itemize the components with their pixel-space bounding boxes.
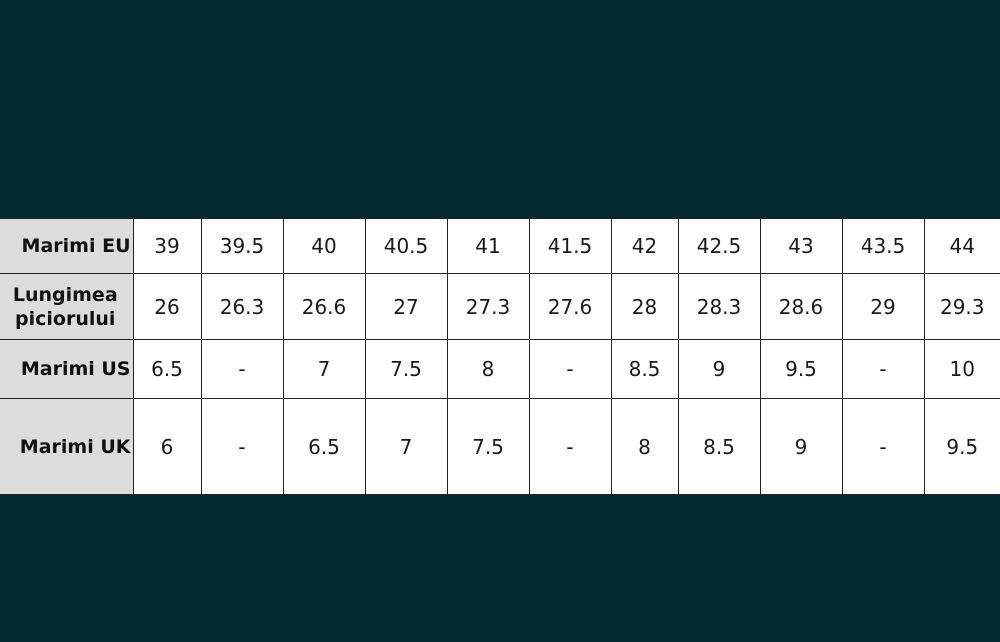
table-cell: 42 [610,218,679,274]
table-cell: 40 [282,218,366,274]
table-cell: 28.3 [677,273,761,340]
table-cell: 8.5 [677,398,761,495]
table-cell: 6.5 [282,398,366,495]
table-cell: 26.3 [200,273,284,340]
table-cell: 27.6 [528,273,612,340]
table-cell: 9 [677,339,761,399]
table-cell: 41 [446,218,530,274]
table-cell: 8.5 [610,339,679,399]
table-cell: 28 [610,273,679,340]
table-cell: 39.5 [200,218,284,274]
table-cell: 27.3 [446,273,530,340]
table-cell: 44 [923,218,1000,274]
table-cell: 27 [364,273,448,340]
table-row: Marimi UK 6-6.5 7 7.5-8 8.5 9-9.5 [0,398,1000,495]
table-row: Lungimea piciorului 26 26.3 26.6 27 27.3 27.6 2… [0,273,1000,340]
row-header: Lungimea piciorului [0,273,134,340]
table-cell: 41.5 [528,218,612,274]
table-cell: 7.5 [446,398,530,495]
table-cell: - [528,339,612,399]
table-cell: - [841,398,925,495]
table-cell: 7 [282,339,366,399]
table-cell: - [528,398,612,495]
row-header: Marimi UK [0,398,134,495]
table-cell: 7 [364,398,448,495]
table-cell: - [200,398,284,495]
table-cell: 9.5 [759,339,843,399]
table-row: Marimi EU 39 39.5 40 40.5 41 41.5 42 42.5 43 43.5 4… [0,218,1000,274]
table-cell: 8 [610,398,679,495]
table-cell: 26 [132,273,202,340]
table-cell: 6 [132,398,202,495]
table-cell: 10 [923,339,1000,399]
table-cell: - [841,339,925,399]
row-header: Marimi EU [0,218,134,274]
row-header: Marimi US [0,339,134,399]
table-cell: - [200,339,284,399]
table-cell: 43 [759,218,843,274]
table-cell: 8 [446,339,530,399]
table-cell: 42.5 [677,218,761,274]
table-cell: 9 [759,398,843,495]
table-cell: 6.5 [132,339,202,399]
table-cell: 26.6 [282,273,366,340]
table-cell: 29.3 [923,273,1000,340]
table-cell: 40.5 [364,218,448,274]
table-cell: 28.6 [759,273,843,340]
table-cell: 7.5 [364,339,448,399]
table-cell: 39 [132,218,202,274]
size-chart-table: Marimi EU 39 39.5 40 40.5 41 41.5 42 42.5 43 43.5 4… [0,218,1000,495]
table-row: Marimi US 6.5-7 7.5 8-8.5 9 9.5-10 [0,339,1000,399]
table-cell: 43.5 [841,218,925,274]
table-cell: 29 [841,273,925,340]
table-cell: 9.5 [923,398,1000,495]
